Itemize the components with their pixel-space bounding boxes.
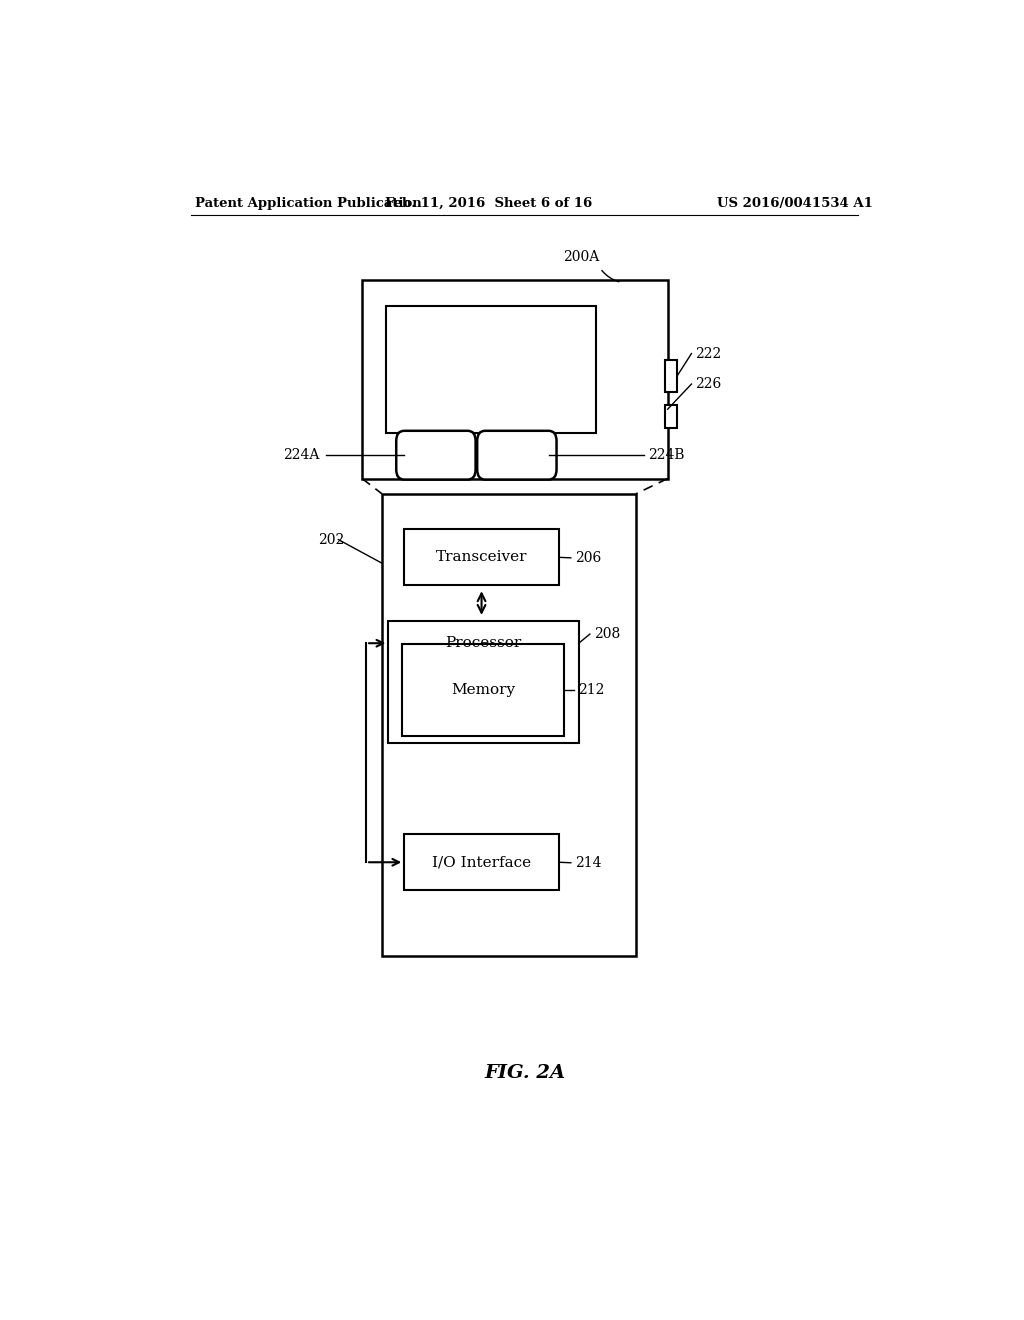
Bar [666, 359, 677, 392]
Text: 224B: 224B [648, 449, 684, 462]
Text: 224A: 224A [283, 449, 319, 462]
Text: Patent Application Publication: Patent Application Publication [196, 197, 422, 210]
Text: 206: 206 [574, 550, 601, 565]
Text: I/O Interface: I/O Interface [432, 855, 531, 870]
Text: 214: 214 [574, 855, 601, 870]
Bar [666, 405, 677, 428]
Text: 200A: 200A [563, 249, 599, 264]
Text: FIG. 2A: FIG. 2A [484, 1064, 565, 1082]
Bar [404, 529, 559, 585]
Text: Feb. 11, 2016  Sheet 6 of 16: Feb. 11, 2016 Sheet 6 of 16 [385, 197, 593, 210]
Text: US 2016/0041534 A1: US 2016/0041534 A1 [717, 197, 872, 210]
Bar [388, 620, 579, 743]
Text: 202: 202 [318, 532, 345, 546]
Text: Processor: Processor [445, 636, 521, 651]
FancyBboxPatch shape [477, 430, 557, 479]
Text: 208: 208 [594, 627, 621, 642]
Bar [401, 644, 564, 735]
Bar [362, 280, 668, 479]
Text: 212: 212 [578, 682, 604, 697]
Text: 222: 222 [695, 347, 722, 360]
FancyBboxPatch shape [396, 430, 475, 479]
Bar [386, 306, 596, 433]
Text: Transceiver: Transceiver [436, 550, 527, 565]
Text: 226: 226 [695, 378, 722, 391]
Text: Memory: Memory [452, 682, 515, 697]
Bar [404, 834, 559, 890]
Bar [382, 494, 636, 956]
